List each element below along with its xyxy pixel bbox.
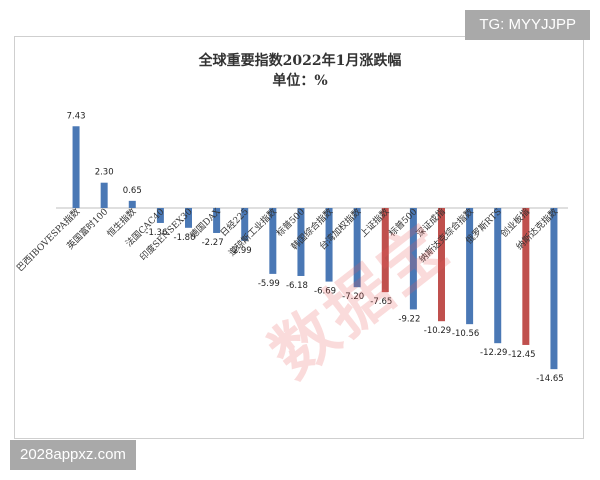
bar bbox=[156, 208, 164, 223]
bar bbox=[409, 208, 417, 310]
bar bbox=[325, 208, 333, 282]
telegram-tag: TG: MYYJJPP bbox=[465, 10, 590, 40]
bar bbox=[297, 208, 305, 276]
data-label: -9.22 bbox=[398, 314, 420, 324]
bar bbox=[128, 200, 136, 208]
data-label: -7.20 bbox=[342, 292, 364, 302]
chart-title: 全球重要指数2022年1月涨跌幅 bbox=[198, 53, 402, 69]
bar bbox=[522, 208, 530, 345]
bar bbox=[100, 182, 108, 208]
bar bbox=[185, 208, 192, 228]
data-label: -2.99 bbox=[230, 246, 252, 256]
bar bbox=[72, 126, 80, 208]
data-label: -10.29 bbox=[424, 326, 451, 336]
data-label: -14.65 bbox=[536, 374, 563, 384]
data-label: -7.65 bbox=[370, 297, 392, 307]
bar bbox=[353, 208, 361, 288]
data-label: -6.69 bbox=[314, 287, 336, 297]
data-label: -1.80 bbox=[174, 233, 196, 243]
data-label: -10.56 bbox=[452, 329, 479, 339]
bar bbox=[213, 208, 221, 233]
bar bbox=[381, 208, 389, 293]
bar bbox=[494, 208, 502, 344]
chart-subtitle: 单位：% bbox=[272, 73, 328, 89]
data-label: -5.99 bbox=[258, 279, 280, 289]
data-label: -2.27 bbox=[202, 238, 224, 248]
bar bbox=[438, 208, 445, 322]
data-label: -12.45 bbox=[508, 350, 535, 360]
bar bbox=[241, 208, 249, 241]
data-label: -12.29 bbox=[480, 348, 507, 358]
data-label: -6.18 bbox=[286, 281, 308, 291]
bar bbox=[550, 208, 558, 370]
data-label: 7.43 bbox=[67, 111, 86, 121]
site-url-tag: 2028appxz.com bbox=[10, 440, 136, 470]
bar bbox=[269, 208, 277, 274]
data-label: 0.65 bbox=[123, 186, 142, 196]
bar bbox=[466, 208, 474, 325]
data-label: 2.30 bbox=[95, 168, 114, 178]
data-label: -1.36 bbox=[145, 228, 167, 238]
